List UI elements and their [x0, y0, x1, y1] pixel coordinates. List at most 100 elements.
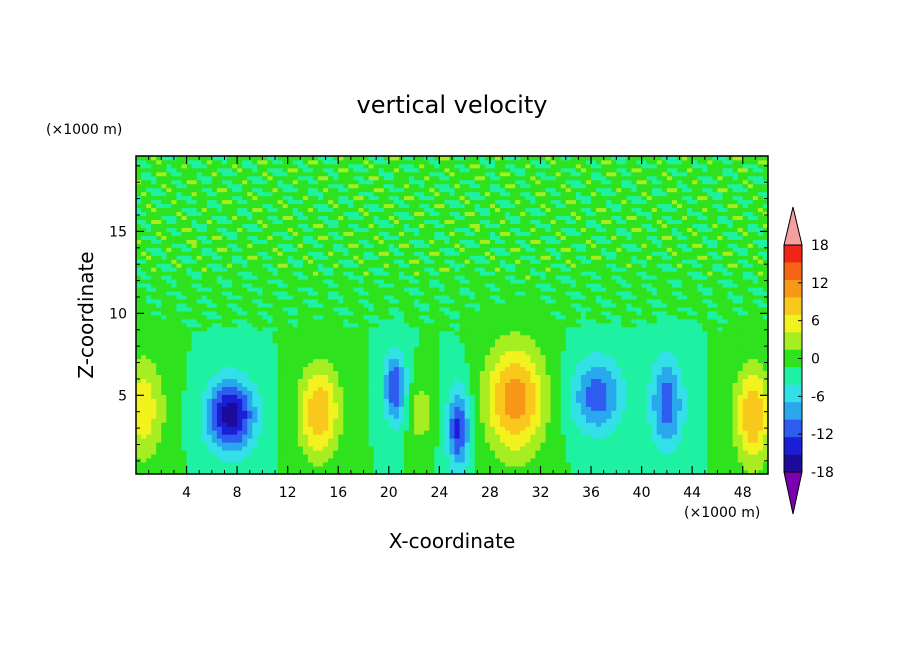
heatmap-cell — [388, 342, 395, 348]
heatmap-cell — [242, 334, 248, 340]
heatmap-cell — [368, 466, 375, 471]
heatmap-cell — [444, 338, 450, 344]
heatmap-cell — [585, 398, 592, 403]
heatmap-cell — [176, 462, 182, 467]
heatmap-cell — [201, 342, 208, 348]
heatmap-cell — [338, 390, 344, 395]
heatmap-cell — [550, 462, 557, 467]
heatmap-cell — [338, 434, 344, 439]
heatmap-cell — [479, 366, 486, 372]
heatmap-cell — [535, 430, 541, 435]
heatmap-cell — [687, 422, 693, 427]
heatmap-cell — [181, 354, 187, 360]
heatmap-cell — [338, 446, 344, 451]
heatmap-cell — [247, 394, 253, 399]
heatmap-cell — [636, 386, 642, 391]
heatmap-cell — [666, 454, 673, 459]
heatmap-cell — [636, 374, 642, 380]
heatmap-cell — [237, 354, 243, 360]
heatmap-cell — [535, 434, 541, 439]
heatmap-cell — [479, 346, 486, 352]
heatmap-cell — [464, 346, 471, 352]
heatmap-cell — [161, 370, 167, 376]
heatmap-cell — [616, 410, 622, 415]
heatmap-cell — [500, 378, 506, 383]
heatmap-cell — [722, 410, 728, 415]
heatmap-cell — [459, 454, 466, 459]
heatmap-cell — [257, 374, 263, 380]
heatmap-cell — [601, 442, 607, 447]
heatmap-cell — [287, 466, 294, 471]
heatmap-cell — [484, 358, 491, 364]
heatmap-cell — [717, 370, 723, 376]
heatmap-cell — [631, 390, 637, 395]
heatmap-cell — [626, 378, 632, 383]
heatmap-cell — [282, 342, 289, 348]
heatmap-cell — [146, 366, 152, 372]
heatmap-cell — [540, 346, 546, 352]
heatmap-cell — [555, 434, 562, 439]
heatmap-cell — [732, 366, 739, 372]
heatmap-cell — [166, 370, 172, 376]
heatmap-cell — [242, 350, 248, 356]
heatmap-cell — [692, 422, 698, 427]
heatmap-cell — [312, 342, 319, 348]
heatmap-cell — [282, 330, 289, 336]
heatmap-cell — [515, 458, 521, 463]
heatmap-cell — [191, 454, 198, 459]
heatmap-cell — [580, 426, 587, 431]
heatmap-cell — [525, 378, 531, 383]
heatmap-cell — [287, 350, 294, 356]
heatmap-cell — [292, 374, 299, 380]
heatmap-cell — [403, 458, 410, 463]
heatmap-cell — [297, 434, 304, 439]
heatmap-cell — [232, 370, 238, 376]
heatmap-cell — [747, 326, 754, 332]
heatmap-cell — [403, 406, 410, 411]
heatmap-cell — [186, 362, 193, 368]
heatmap-cell — [656, 398, 663, 403]
heatmap-cell — [606, 350, 612, 356]
heatmap-cell — [343, 466, 349, 471]
heatmap-cell — [338, 402, 344, 407]
heatmap-cell — [323, 322, 329, 328]
heatmap-cell — [181, 442, 187, 447]
heatmap-cell — [712, 366, 718, 372]
heatmap-cell — [762, 342, 768, 348]
heatmap-cell — [232, 430, 238, 435]
heatmap-cell — [247, 334, 253, 340]
heatmap-cell — [449, 406, 455, 411]
heatmap-cell — [171, 366, 177, 372]
heatmap-cell — [666, 382, 673, 387]
heatmap-cell — [666, 370, 673, 376]
heatmap-cell — [297, 442, 304, 447]
heatmap-cell — [267, 422, 273, 427]
heatmap-cell — [479, 350, 486, 356]
heatmap-cell — [651, 402, 658, 407]
heatmap-cell — [292, 346, 299, 352]
heatmap-cell — [186, 446, 193, 451]
heatmap-cell — [302, 346, 309, 352]
heatmap-cell — [378, 470, 385, 474]
heatmap-cell — [727, 382, 734, 387]
heatmap-cell — [727, 458, 734, 463]
heatmap-cell — [277, 406, 284, 411]
heatmap-cell — [257, 434, 263, 439]
heatmap-cell — [176, 366, 182, 372]
heatmap-cell — [378, 450, 385, 455]
heatmap-cell — [479, 446, 486, 451]
heatmap-cell — [550, 438, 557, 443]
heatmap-cell — [393, 382, 400, 387]
heatmap-cell — [687, 318, 693, 324]
heatmap-cell — [747, 330, 754, 336]
heatmap-cell — [363, 414, 369, 419]
heatmap-cell — [227, 354, 233, 360]
heatmap-cell — [287, 338, 294, 344]
heatmap-cell — [277, 362, 284, 368]
heatmap-cell — [702, 330, 708, 336]
heatmap-cell — [272, 406, 278, 411]
heatmap-cell — [247, 450, 253, 455]
heatmap-cell — [297, 454, 304, 459]
heatmap-cell — [454, 362, 460, 368]
heatmap-cell — [479, 394, 486, 399]
